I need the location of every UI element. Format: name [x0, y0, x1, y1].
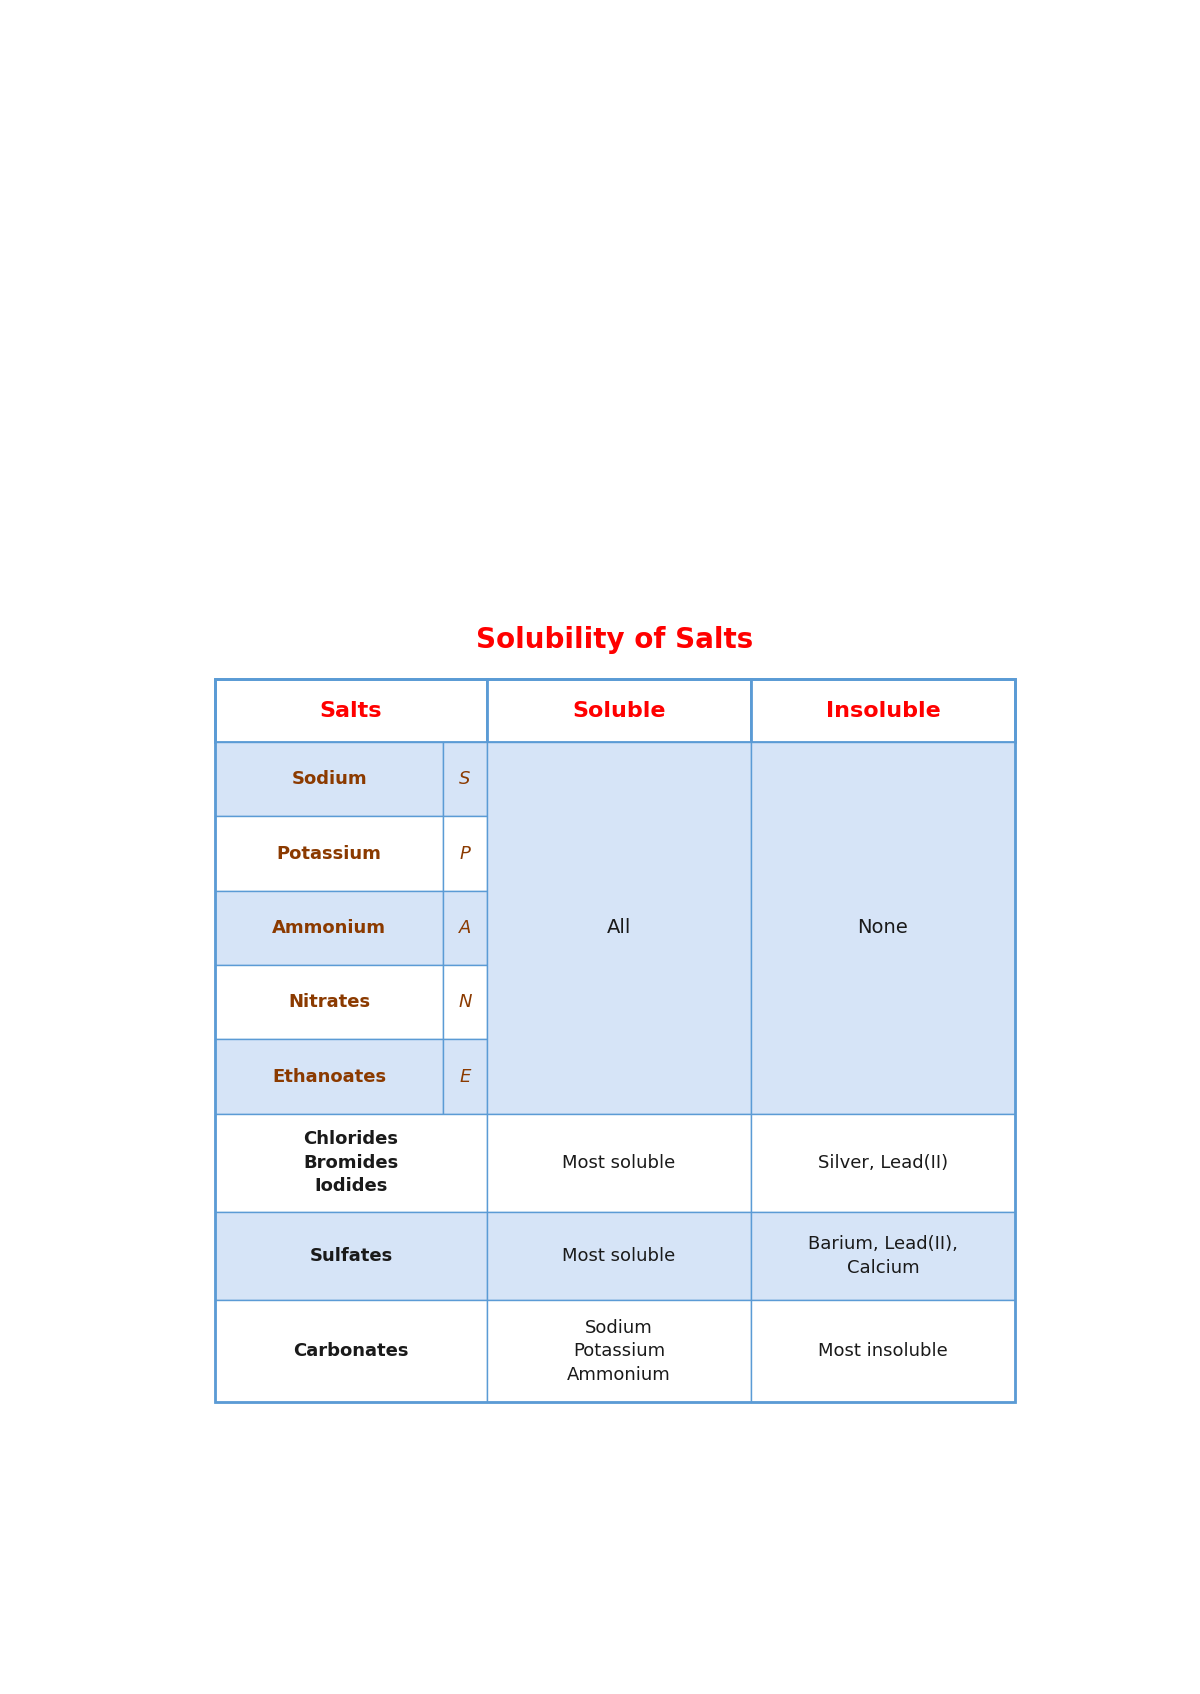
Bar	[215, 891, 443, 966]
Text: Potassium: Potassium	[277, 845, 382, 862]
Bar	[443, 891, 487, 966]
Text: Most insoluble: Most insoluble	[818, 1342, 948, 1360]
Text: Sodium: Sodium	[292, 771, 367, 788]
Bar	[215, 679, 487, 742]
Bar	[443, 817, 487, 891]
Text: Silver, Lead(II): Silver, Lead(II)	[818, 1154, 948, 1172]
Text: Most soluble: Most soluble	[563, 1247, 676, 1265]
Bar	[215, 966, 443, 1040]
Text: S: S	[460, 771, 470, 788]
Text: All: All	[607, 918, 631, 937]
Bar	[487, 1113, 751, 1211]
Text: Ammonium: Ammonium	[272, 918, 386, 937]
Text: Most soluble: Most soluble	[563, 1154, 676, 1172]
Text: P: P	[460, 845, 470, 862]
Bar	[443, 966, 487, 1040]
Bar	[215, 1301, 487, 1403]
Bar	[215, 742, 443, 817]
Bar	[215, 1113, 487, 1211]
Bar	[443, 1040, 487, 1113]
Text: Sulfates: Sulfates	[310, 1247, 392, 1265]
Text: None: None	[858, 918, 908, 937]
Bar	[215, 1040, 443, 1113]
Bar	[487, 742, 751, 1113]
Text: Carbonates: Carbonates	[293, 1342, 409, 1360]
Text: Solubility of Salts: Solubility of Salts	[476, 627, 754, 654]
Bar	[751, 679, 1015, 742]
Bar	[751, 742, 1015, 1113]
Text: Chlorides
Bromides
Iodides: Chlorides Bromides Iodides	[304, 1130, 398, 1196]
Bar	[443, 742, 487, 817]
Bar	[487, 679, 751, 742]
Text: A: A	[458, 918, 472, 937]
Bar	[751, 1301, 1015, 1403]
Bar	[751, 1211, 1015, 1301]
Text: Soluble: Soluble	[572, 701, 666, 720]
Bar	[215, 817, 443, 891]
Bar	[487, 1211, 751, 1301]
Text: N: N	[458, 993, 472, 1011]
Text: E: E	[460, 1067, 470, 1086]
Text: Nitrates: Nitrates	[288, 993, 370, 1011]
Text: Barium, Lead(II),
Calcium: Barium, Lead(II), Calcium	[808, 1235, 958, 1277]
Bar	[487, 1301, 751, 1403]
Text: Insoluble: Insoluble	[826, 701, 941, 720]
Bar	[751, 1113, 1015, 1211]
Bar	[215, 1211, 487, 1301]
Text: Salts: Salts	[320, 701, 383, 720]
Text: Sodium
Potassium
Ammonium: Sodium Potassium Ammonium	[568, 1318, 671, 1384]
Bar	[215, 679, 1015, 1403]
Text: Ethanoates: Ethanoates	[272, 1067, 386, 1086]
